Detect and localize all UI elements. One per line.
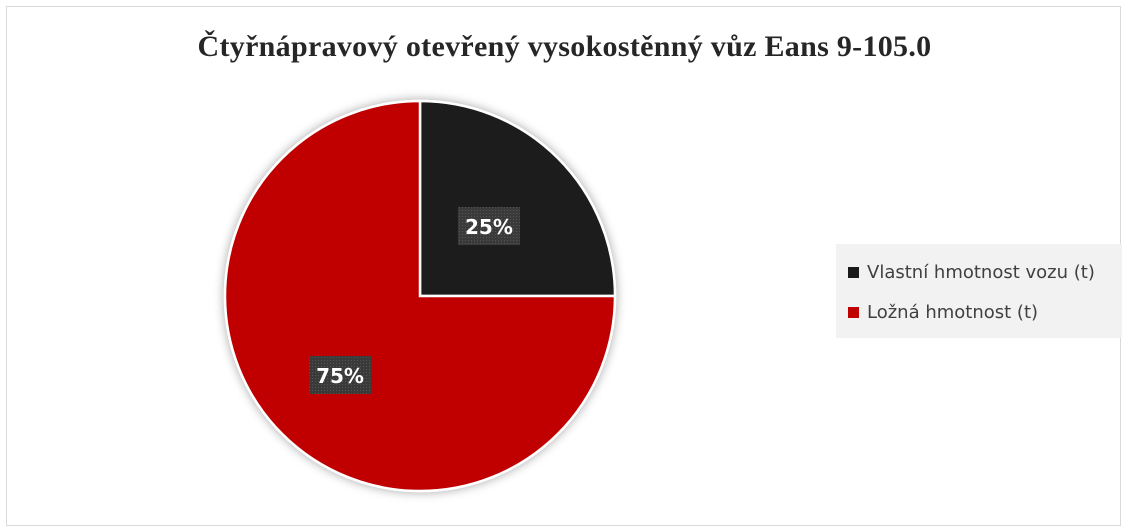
legend-label: Vlastní hmotnost vozu (t) [867, 262, 1095, 283]
chart-legend: Vlastní hmotnost vozu (t) Ložná hmotnost… [836, 244, 1122, 338]
data-label-text: 25% [465, 215, 513, 239]
legend-swatch [848, 267, 859, 278]
legend-label: Ložná hmotnost (t) [867, 302, 1039, 323]
data-label-background [457, 207, 520, 246]
pie-slice-1 [418, 99, 617, 298]
data-label-background [309, 355, 372, 394]
data-label-1: 25% [457, 207, 520, 246]
legend-swatch [848, 307, 859, 318]
legend-item-lozna-hmotnost: Ložná hmotnost (t) [848, 302, 1038, 323]
chart-title: Čtyřnápravový otevřený vysokostěnný vůz … [197, 30, 932, 63]
legend-item-vlastni-hmotnost: Vlastní hmotnost vozu (t) [848, 262, 1095, 283]
pie-chart: 25% 75% [223, 99, 617, 493]
data-label-2: 75% [309, 355, 372, 394]
data-label-text: 75% [316, 364, 364, 388]
